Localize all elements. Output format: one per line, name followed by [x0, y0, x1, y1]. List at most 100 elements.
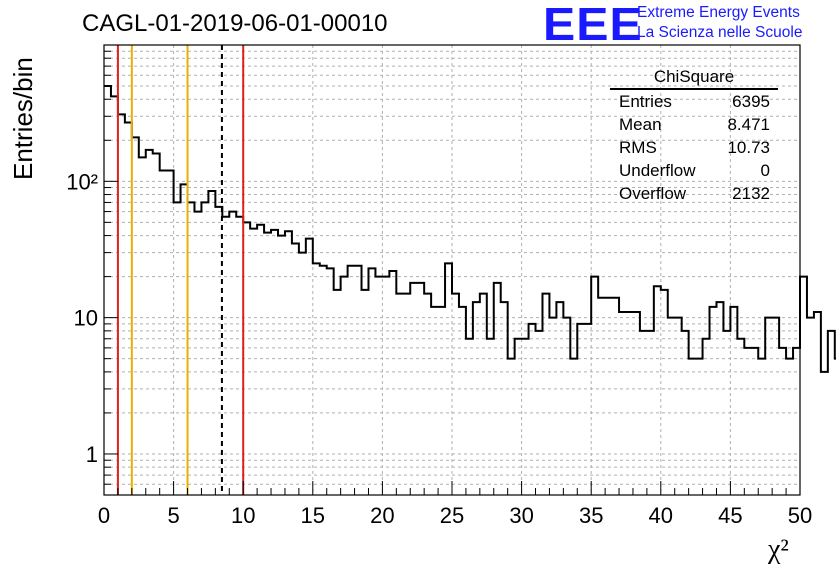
- histogram-bin: [160, 171, 167, 495]
- histogram-bin: [299, 253, 306, 495]
- histogram-bin: [250, 229, 257, 495]
- x-tick-label: 0: [98, 503, 110, 528]
- histogram-bin: [139, 157, 146, 495]
- stats-value: 10.73: [727, 138, 770, 157]
- stats-row-rms: RMS 10.73: [610, 136, 778, 159]
- y-axis: 1 10 10²: [66, 50, 118, 496]
- histogram-bin: [675, 318, 682, 495]
- histogram-bin: [362, 290, 369, 495]
- stats-label: Overflow: [619, 184, 687, 203]
- histogram-bin: [821, 372, 828, 495]
- histogram-bin: [201, 202, 208, 495]
- histogram-bin: [800, 277, 807, 495]
- histogram-bin: [278, 236, 285, 495]
- stats-row-entries: Entries 6395: [610, 90, 778, 113]
- x-tick-label: 10: [231, 503, 255, 528]
- reference-lines: [116, 45, 245, 495]
- histogram-bin: [737, 339, 744, 495]
- histogram-bin: [132, 137, 139, 495]
- x-tick-label: 40: [649, 503, 673, 528]
- stats-value: 2132: [732, 184, 770, 203]
- x-tick-label: 30: [509, 503, 533, 528]
- histogram-bin: [375, 277, 382, 495]
- histogram-bin: [257, 225, 264, 495]
- histogram-bin: [703, 339, 710, 495]
- x-tick-label: 50: [788, 503, 812, 528]
- histogram-bin: [292, 243, 299, 495]
- histogram-bin: [508, 359, 515, 495]
- histogram-bin: [577, 324, 584, 495]
- histogram-bin: [563, 318, 570, 495]
- histogram-bin: [125, 123, 132, 495]
- histogram-bin: [758, 359, 765, 495]
- histogram-bin: [229, 212, 236, 495]
- x-tick-label: 15: [301, 503, 325, 528]
- histogram-bin: [208, 191, 215, 495]
- stats-value: 0: [760, 161, 770, 180]
- histogram-bin: [689, 359, 696, 495]
- x-tick-label: 25: [440, 503, 464, 528]
- histogram-bin: [605, 298, 612, 495]
- histogram-bin: [167, 171, 174, 495]
- histogram-bin: [466, 339, 473, 495]
- histogram-bin: [181, 184, 188, 495]
- histogram-bin: [814, 312, 821, 495]
- histogram-bins: [104, 85, 836, 495]
- histogram-bin: [327, 268, 334, 495]
- histogram-bin: [751, 348, 758, 495]
- histogram-bin: [334, 290, 341, 495]
- histogram-bin: [222, 217, 229, 495]
- histogram-bin: [584, 324, 591, 495]
- histogram-bin: [236, 217, 243, 495]
- histogram-bin: [104, 86, 111, 495]
- histogram-bin: [382, 277, 389, 495]
- histogram-bin: [828, 331, 835, 495]
- histogram-bin: [174, 202, 181, 495]
- histogram-bin: [765, 318, 772, 495]
- x-tick-label: 35: [579, 503, 603, 528]
- histogram-bin: [793, 348, 800, 495]
- x-axis-label: χ²: [768, 534, 789, 565]
- x-tick-label: 20: [370, 503, 394, 528]
- stats-row-underflow: Underflow 0: [610, 159, 778, 182]
- stats-value: 6395: [732, 92, 770, 111]
- histogram-bin: [271, 230, 278, 495]
- histogram-bin: [807, 318, 814, 495]
- stats-box: ChiSquare Entries 6395 Mean 8.471 RMS 10.73…: [610, 66, 778, 205]
- grid: [104, 45, 800, 496]
- histogram-bin: [772, 318, 779, 495]
- eee-logo-mark: EEE: [543, 0, 643, 50]
- histogram-bin: [194, 212, 201, 495]
- stats-title: ChiSquare: [610, 66, 778, 90]
- logo-line-2: La Scienza nelle Scuole: [637, 24, 803, 41]
- x-tick-label: 5: [167, 503, 179, 528]
- stats-label: Mean: [619, 115, 662, 134]
- histogram-bin: [146, 150, 153, 495]
- y-axis-label: Entries/bin: [8, 57, 38, 180]
- y-tick-label: 10: [74, 306, 98, 331]
- stats-row-mean: Mean 8.471: [610, 113, 778, 136]
- histogram-bin: [661, 290, 668, 495]
- histogram-bin: [668, 318, 675, 495]
- histogram-bin: [570, 359, 577, 495]
- histogram-bin: [487, 339, 494, 495]
- histogram-bin: [744, 348, 751, 495]
- stats-value: 8.471: [727, 115, 770, 134]
- histogram-bin: [612, 298, 619, 495]
- histogram-bin: [696, 359, 703, 495]
- x-tick-label: 45: [718, 503, 742, 528]
- histogram-bin: [118, 114, 125, 495]
- histogram-bin: [264, 233, 271, 495]
- histogram-bin: [529, 324, 536, 495]
- y-tick-label: 10²: [66, 169, 98, 194]
- x-axis: 0 5 10 15 20 25 30 35 40 45 50: [98, 481, 812, 528]
- stats-label: RMS: [619, 138, 657, 157]
- stats-label: Entries: [619, 92, 672, 111]
- histogram-bin: [389, 271, 396, 495]
- histogram-bin: [786, 359, 793, 495]
- histogram-bin: [368, 268, 375, 495]
- stats-label: Underflow: [619, 161, 696, 180]
- stats-row-overflow: Overflow 2132: [610, 182, 778, 205]
- histogram-bin: [341, 277, 348, 495]
